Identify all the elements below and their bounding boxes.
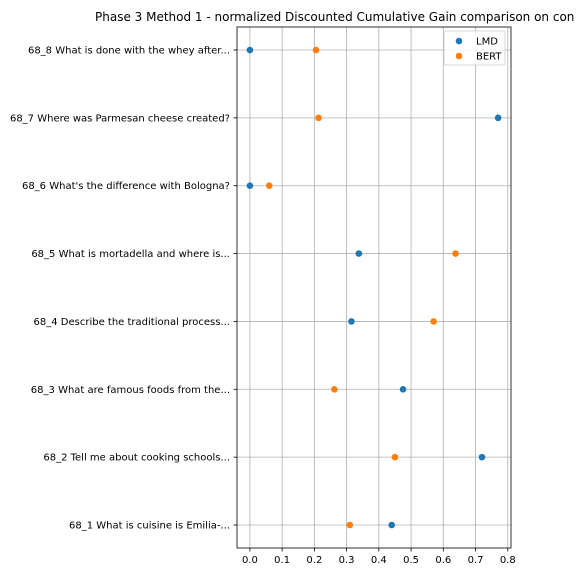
data-points xyxy=(246,46,502,529)
y-tick-label: 68_5 What is mortadella and where is... xyxy=(31,249,230,260)
point-lmd xyxy=(246,46,254,54)
legend-label-bert: BERT xyxy=(476,52,502,63)
y-tick-label: 68_3 What are famous foods from the... xyxy=(31,385,230,396)
x-tick-label: 0.3 xyxy=(339,555,355,566)
point-bert xyxy=(430,318,437,325)
point-bert xyxy=(346,521,354,529)
plot-frame xyxy=(236,26,512,549)
x-tick-label: 0.6 xyxy=(435,555,451,566)
legend-label-lmd: LMD xyxy=(476,37,498,48)
x-tick-label: 0.5 xyxy=(403,555,419,566)
point-bert xyxy=(265,182,273,190)
point-lmd xyxy=(388,521,396,529)
x-axis-ticks: 0.0 0.1 0.2 0.3 0.4 0.5 0.6 0.7 0.8 xyxy=(242,548,516,566)
y-tick-label: 68_7 Where was Parmesan cheese created? xyxy=(10,113,230,124)
legend: LMD BERT xyxy=(443,30,506,66)
point-lmd xyxy=(246,182,254,190)
y-tick-label: 68_4 Describe the traditional process... xyxy=(34,317,230,328)
grid xyxy=(237,27,511,548)
point-bert xyxy=(312,46,320,54)
point-lmd xyxy=(399,385,407,393)
y-axis-ticks: 68_1 What is cuisine is Emilia-... 68_2 T… xyxy=(10,46,237,532)
point-lmd xyxy=(348,318,355,325)
point-lmd xyxy=(494,114,502,122)
point-bert xyxy=(391,453,399,461)
y-tick-label: 68_8 What is done with the whey after... xyxy=(28,46,230,57)
point-bert xyxy=(315,114,322,122)
chart-title: Phase 3 Method 1 - normalized Discounted… xyxy=(95,10,574,24)
point-lmd xyxy=(478,453,486,461)
point-bert xyxy=(452,250,459,257)
point-lmd xyxy=(355,250,363,257)
x-tick-label: 0.8 xyxy=(500,555,516,566)
x-tick-label: 0.4 xyxy=(371,555,387,566)
x-tick-label: 0.0 xyxy=(242,555,258,566)
point-bert xyxy=(331,385,338,393)
x-tick-label: 0.2 xyxy=(306,555,322,566)
legend-marker-lmd xyxy=(455,37,463,45)
x-tick-label: 0.1 xyxy=(274,555,290,566)
y-tick-label: 68_1 What is cuisine is Emilia-... xyxy=(69,521,230,532)
y-tick-label: 68_6 What's the difference with Bologna? xyxy=(22,181,230,192)
y-tick-label: 68_2 Tell me about cooking schools... xyxy=(43,453,230,464)
x-tick-label: 0.7 xyxy=(468,555,484,566)
legend-marker-bert xyxy=(455,52,463,60)
